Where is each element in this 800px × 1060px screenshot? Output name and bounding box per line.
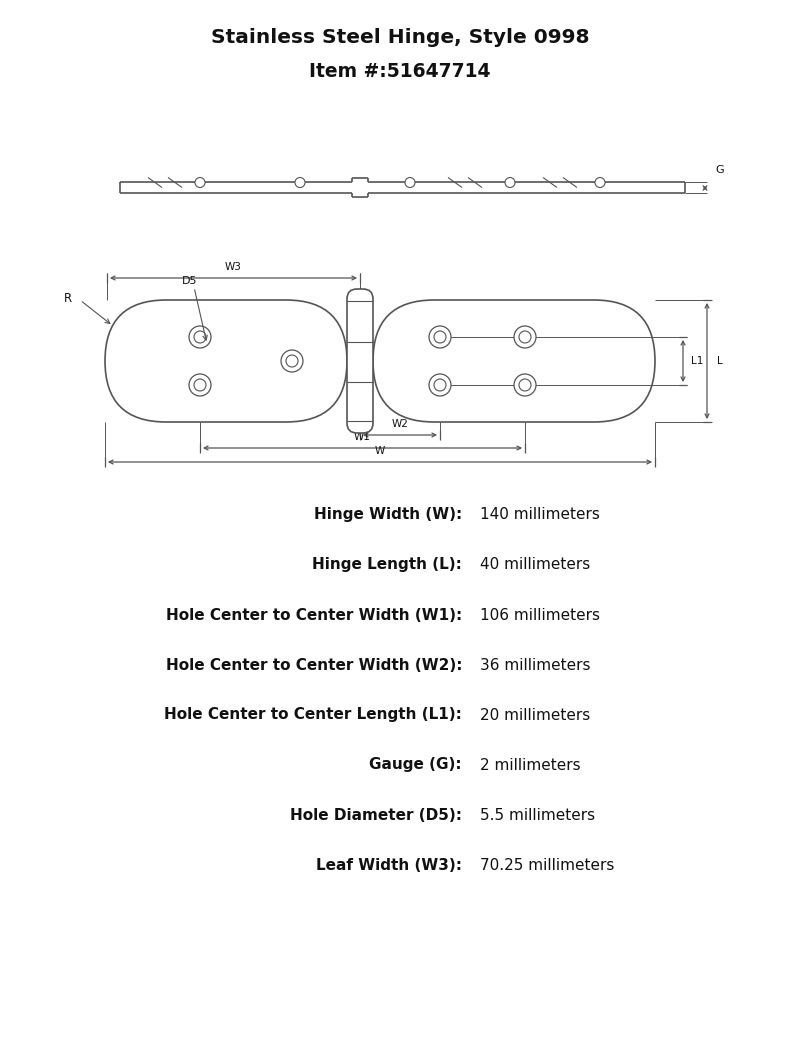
- Circle shape: [286, 355, 298, 367]
- Text: Hinge Length (L):: Hinge Length (L):: [312, 558, 462, 572]
- Text: 106 millimeters: 106 millimeters: [480, 607, 600, 622]
- FancyBboxPatch shape: [105, 300, 347, 422]
- Text: Leaf Width (W3):: Leaf Width (W3):: [316, 858, 462, 872]
- Circle shape: [405, 177, 415, 188]
- Text: W2: W2: [391, 419, 409, 429]
- Text: 20 millimeters: 20 millimeters: [480, 707, 590, 723]
- Circle shape: [514, 326, 536, 348]
- Text: Hole Diameter (D5):: Hole Diameter (D5):: [290, 808, 462, 823]
- Text: W3: W3: [225, 262, 242, 272]
- FancyBboxPatch shape: [347, 289, 373, 432]
- Circle shape: [281, 350, 303, 372]
- Circle shape: [519, 379, 531, 391]
- Circle shape: [514, 374, 536, 396]
- Text: R: R: [64, 292, 72, 304]
- Text: 70.25 millimeters: 70.25 millimeters: [480, 858, 614, 872]
- Text: Stainless Steel Hinge, Style 0998: Stainless Steel Hinge, Style 0998: [210, 29, 590, 48]
- Text: Hole Center to Center Width (W1):: Hole Center to Center Width (W1):: [166, 607, 462, 622]
- Circle shape: [505, 177, 515, 188]
- Text: Hole Center to Center Width (W2):: Hole Center to Center Width (W2):: [166, 657, 462, 672]
- Circle shape: [194, 379, 206, 391]
- Circle shape: [434, 379, 446, 391]
- Circle shape: [434, 331, 446, 343]
- Text: G: G: [715, 165, 724, 175]
- FancyBboxPatch shape: [373, 300, 655, 422]
- Text: L1: L1: [691, 356, 703, 366]
- Text: 40 millimeters: 40 millimeters: [480, 558, 590, 572]
- Text: D5: D5: [182, 276, 198, 286]
- Text: 36 millimeters: 36 millimeters: [480, 657, 590, 672]
- Text: W1: W1: [354, 432, 371, 442]
- Text: 140 millimeters: 140 millimeters: [480, 508, 600, 523]
- Text: Hinge Width (W):: Hinge Width (W):: [314, 508, 462, 523]
- Circle shape: [195, 177, 205, 188]
- Circle shape: [295, 177, 305, 188]
- Circle shape: [194, 331, 206, 343]
- Circle shape: [519, 331, 531, 343]
- Circle shape: [189, 374, 211, 396]
- Circle shape: [595, 177, 605, 188]
- Text: 2 millimeters: 2 millimeters: [480, 758, 581, 773]
- Text: L: L: [717, 356, 722, 366]
- Text: 5.5 millimeters: 5.5 millimeters: [480, 808, 595, 823]
- Text: Gauge (G):: Gauge (G):: [370, 758, 462, 773]
- Text: W: W: [375, 446, 385, 456]
- Text: Hole Center to Center Length (L1):: Hole Center to Center Length (L1):: [164, 707, 462, 723]
- Circle shape: [429, 326, 451, 348]
- Circle shape: [429, 374, 451, 396]
- Text: Item #:51647714: Item #:51647714: [310, 63, 490, 82]
- Circle shape: [189, 326, 211, 348]
